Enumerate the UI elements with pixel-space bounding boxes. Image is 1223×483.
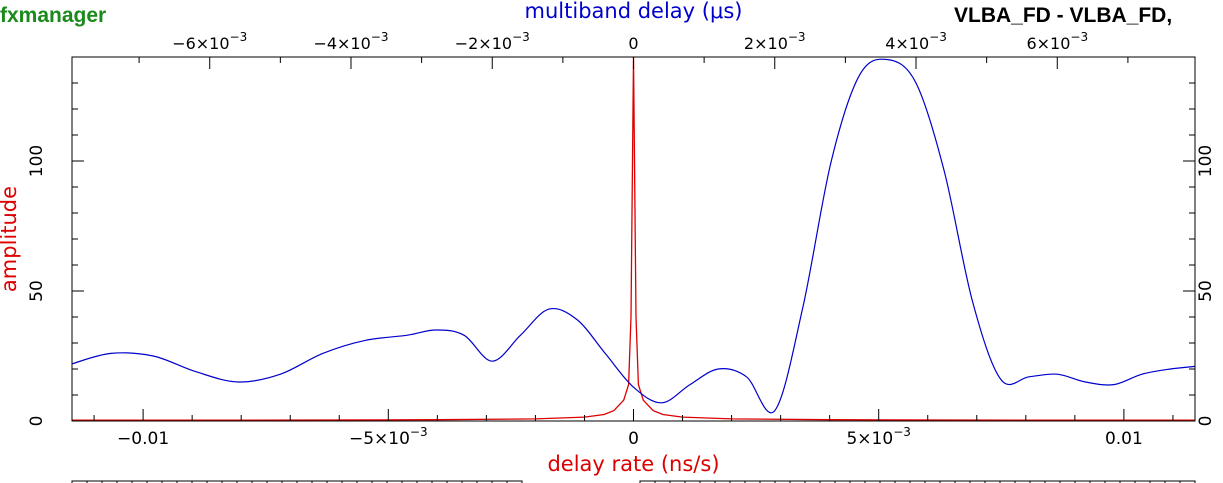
- left-tick-label: 100: [27, 145, 47, 177]
- top-axis-label: multiband delay (μs): [525, 0, 743, 23]
- bottom-tick-label: 0.01: [1105, 429, 1143, 449]
- top-tick-label: −4×10−3: [313, 30, 388, 53]
- top-tick-label: 6×10−3: [1026, 30, 1088, 53]
- top-tick-label: 2×10−3: [744, 30, 806, 53]
- right-tick-label: 50: [1196, 280, 1216, 302]
- top-tick-label: 0: [628, 34, 638, 53]
- bottom-axis-label: delay rate (ns/s): [547, 452, 719, 476]
- right-tick-label: 0: [1196, 416, 1216, 427]
- top-tick-label: −6×10−3: [172, 30, 247, 53]
- bottom-tick-label: 5×10−3: [846, 425, 910, 449]
- baseline-title: VLBA_FD - VLBA_FD,: [954, 4, 1173, 27]
- right-tick-label: 100: [1196, 145, 1216, 177]
- series-delay-rate-line: [72, 56, 1195, 421]
- axis-tick-labels: −0.01 −5×10−3 0 5×10−3 0.01 −6×10−3 −4×10−3 −2×…: [27, 30, 1216, 449]
- series-multiband-delay-line: [71, 58, 1196, 414]
- chart-curves: [71, 56, 1196, 421]
- bottom-tick-label: −5×10−3: [349, 425, 428, 449]
- bottom-tick-label: −0.01: [117, 429, 169, 449]
- left-tick-label: 50: [27, 280, 47, 302]
- top-tick-label: −2×10−3: [455, 30, 530, 53]
- axis-ticks: [72, 56, 1195, 422]
- top-tick-label: 4×10−3: [885, 30, 947, 53]
- y-axis-label: amplitude: [0, 186, 21, 292]
- lower-panel-right: [639, 480, 1196, 483]
- bottom-tick-label: 0: [628, 429, 639, 449]
- lower-panels-strip: [71, 480, 1196, 483]
- program-name: fxmanager: [0, 4, 107, 27]
- left-tick-label: 0: [27, 416, 47, 427]
